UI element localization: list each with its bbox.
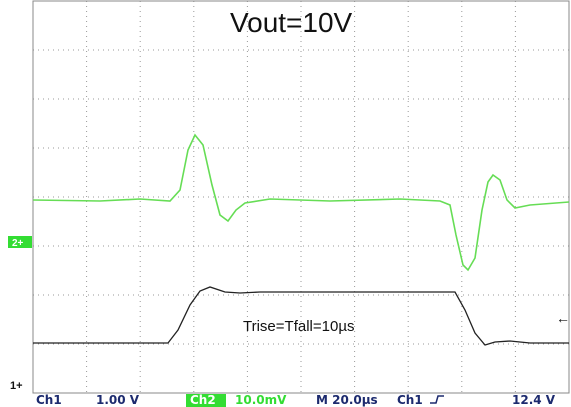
ch1-marker: 1+ bbox=[10, 380, 23, 392]
ch2-marker: 2+ bbox=[12, 238, 24, 249]
ch2-trace bbox=[32, 133, 570, 272]
trigger-level: 12.4 V bbox=[512, 393, 556, 407]
trigger-marker: ← bbox=[556, 310, 570, 326]
annotation: Trise=Tfall=10µs bbox=[243, 318, 354, 335]
ch2-scale: 10.0mV bbox=[235, 393, 287, 407]
screen-border bbox=[32, 0, 570, 394]
ch1-trace bbox=[33, 286, 569, 346]
grid bbox=[33, 1, 569, 393]
ch1-label: Ch1 bbox=[36, 393, 62, 407]
ch2-marker-box bbox=[8, 236, 32, 248]
ch2-label: Ch2 bbox=[190, 393, 216, 407]
trigger-source: Ch1 bbox=[397, 393, 423, 407]
timebase: M 20.0µs bbox=[316, 393, 378, 407]
ch2-label-box bbox=[186, 394, 226, 407]
ch1-scale: 1.00 V bbox=[96, 393, 140, 407]
title: Vout=10V bbox=[230, 7, 353, 38]
trigger-slope-icon bbox=[430, 395, 444, 404]
